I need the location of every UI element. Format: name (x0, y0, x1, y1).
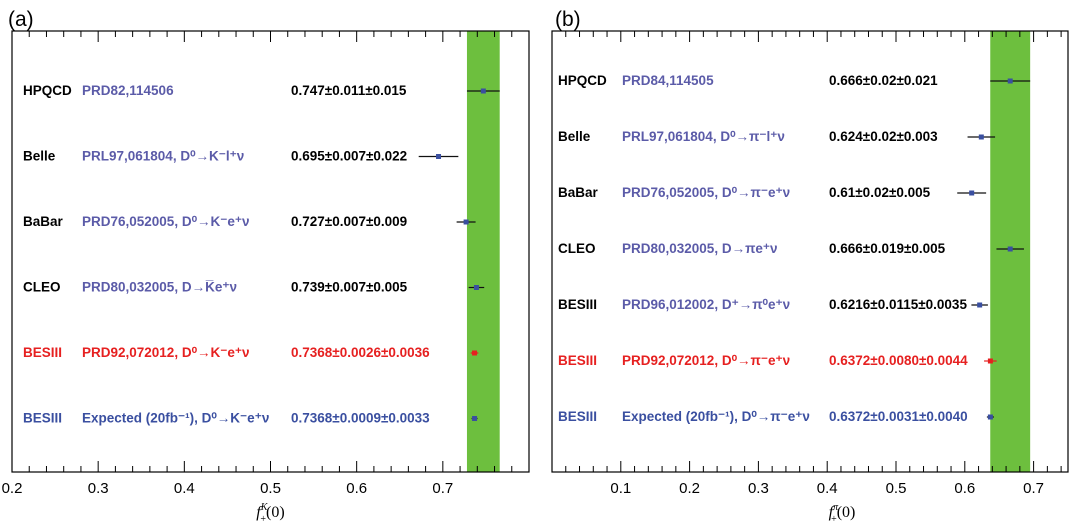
reference-label: PRD96,012002, D⁺→π⁰e⁺ν (622, 297, 790, 312)
data-point (480, 88, 486, 94)
data-point (987, 414, 993, 420)
experiment-label: HPQCD (23, 83, 72, 98)
data-point (969, 190, 975, 196)
measurement-row: Belle PRL97,061804, D⁰→π⁻l⁺ν 0.624±0.02±0.… (558, 129, 996, 144)
reference-label: Expected (20fb⁻¹), D⁰→π⁻e⁺ν (622, 409, 810, 424)
value-label: 0.6372±0.0080±0.0044 (829, 353, 968, 368)
measurement-row: HPQCD PRD84,114505 0.666±0.02±0.021 (558, 73, 1031, 88)
data-point (987, 358, 993, 364)
value-label: 0.695±0.007±0.022 (291, 149, 407, 164)
measurement-row: BESIII Expected (20fb⁻¹), D⁰→π⁻e⁺ν 0.6372±… (558, 409, 994, 424)
experiment-label: BESIII (558, 353, 597, 368)
value-label: 0.7368±0.0026±0.0036 (291, 345, 430, 360)
measurement-row: BESIII PRD92,072012, D⁰→π⁻e⁺ν 0.6372±0.008… (558, 353, 997, 368)
experiment-label: CLEO (558, 241, 596, 256)
measurement-row: HPQCD PRD82,114506 0.747±0.011±0.015 (23, 83, 500, 98)
value-label: 0.739±0.007±0.005 (291, 280, 408, 295)
value-label: 0.666±0.02±0.021 (829, 73, 938, 88)
value-label: 0.7368±0.0009±0.0033 (291, 411, 430, 426)
x-tick-label: 0.7 (1023, 480, 1044, 497)
measurement-row: CLEO PRD80,032005, D→K̅e⁺ν 0.739±0.007±0.0… (23, 280, 485, 295)
data-point (472, 350, 478, 356)
experiment-label: BaBar (23, 214, 64, 229)
data-point (1007, 246, 1013, 252)
x-tick-label: 0.3 (88, 480, 109, 497)
experiment-label: BESIII (23, 345, 62, 360)
reference-label: PRD92,072012, D⁰→K⁻e⁺ν (82, 345, 250, 360)
experiment-label: BESIII (558, 409, 597, 424)
data-point (473, 285, 479, 290)
reference-label: PRD82,114506 (82, 83, 174, 98)
measurement-row: BESIII Expected (20fb⁻¹), D⁰→K⁻e⁺ν 0.7368±… (23, 411, 478, 426)
value-label: 0.747±0.011±0.015 (291, 83, 407, 98)
x-tick-label: 0.1 (610, 480, 631, 497)
experiment-label: BaBar (558, 185, 599, 200)
reference-label: PRD80,032005, D→πe⁺ν (622, 241, 778, 256)
measurement-row: BaBar PRD76,052005, D⁰→π⁻e⁺ν 0.61±0.02±0.0… (558, 185, 987, 200)
x-tick-label: 0.6 (346, 480, 367, 497)
experiment-label: CLEO (23, 280, 61, 295)
value-label: 0.666±0.019±0.005 (829, 241, 946, 256)
x-tick-label: 0.4 (817, 480, 838, 497)
panel-label: (b) (555, 8, 581, 31)
reference-label: PRL97,061804, D⁰→K⁻l⁺ν (82, 149, 244, 164)
measurement-row: BESIII PRD92,072012, D⁰→K⁻e⁺ν 0.7368±0.002… (23, 345, 479, 360)
x-tick-label: 0.2 (2, 480, 23, 497)
value-label: 0.727±0.007±0.009 (291, 214, 407, 229)
experiment-label: HPQCD (558, 73, 607, 88)
value-label: 0.624±0.02±0.003 (829, 129, 938, 144)
experiment-label: Belle (558, 129, 591, 144)
x-tick-label: 0.2 (679, 480, 700, 497)
reference-band (466, 31, 500, 472)
measurement-row: CLEO PRD80,032005, D→πe⁺ν 0.666±0.019±0.00… (558, 241, 1024, 256)
panel-label: (a) (8, 8, 34, 31)
reference-label: Expected (20fb⁻¹), D⁰→K⁻e⁺ν (82, 411, 269, 426)
data-point (463, 219, 469, 225)
plot-frame (551, 30, 1069, 473)
reference-label: PRD84,114505 (622, 73, 714, 88)
reference-label: PRD92,072012, D⁰→π⁻e⁺ν (622, 353, 790, 368)
value-label: 0.6372±0.0031±0.0040 (829, 409, 968, 424)
value-label: 0.6216±0.0115±0.0035 (829, 297, 967, 312)
measurement-row: BESIII PRD96,012002, D⁺→π⁰e⁺ν 0.6216±0.011… (558, 297, 988, 312)
reference-label: PRD76,052005, D⁰→π⁻e⁺ν (622, 185, 790, 200)
x-tick-label: 0.6 (954, 480, 975, 497)
x-tick-label: 0.5 (260, 480, 281, 497)
data-point (978, 134, 984, 140)
experiment-label: BESIII (23, 411, 62, 426)
reference-label: PRD76,052005, D⁰→K⁻e⁺ν (82, 214, 250, 229)
measurement-row: BaBar PRD76,052005, D⁰→K⁻e⁺ν 0.727±0.007±0… (23, 214, 476, 229)
value-label: 0.61±0.02±0.005 (829, 185, 931, 200)
experiment-label: BESIII (558, 297, 597, 312)
panel-b: 0.1 0.2 0.3 0.4 0.5 0.6 0.7 fπ +(0) HPQCD PRD84,11… (551, 30, 1069, 525)
x-tick-label: 0.7 (432, 480, 453, 497)
x-tick-label: 0.3 (748, 480, 769, 497)
data-point (1007, 78, 1013, 84)
x-tick-label: 0.4 (174, 480, 195, 497)
panel-a: 0.2 0.3 0.4 0.5 0.6 0.7 fK +(0) HPQCD PRD82,11450… (2, 30, 530, 525)
data-point (472, 416, 478, 421)
data-point (436, 154, 442, 159)
measurement-row: Belle PRL97,061804, D⁰→K⁻l⁺ν 0.695±0.007±0… (23, 149, 459, 164)
x-tick-label: 0.5 (886, 480, 907, 497)
x-axis-label: fK +(0) (256, 502, 284, 525)
data-point (977, 302, 983, 308)
x-axis-label: fπ +(0) (829, 502, 856, 525)
reference-label: PRD80,032005, D→K̅e⁺ν (82, 280, 237, 295)
reference-label: PRL97,061804, D⁰→π⁻l⁺ν (622, 129, 785, 144)
experiment-label: Belle (23, 149, 56, 164)
